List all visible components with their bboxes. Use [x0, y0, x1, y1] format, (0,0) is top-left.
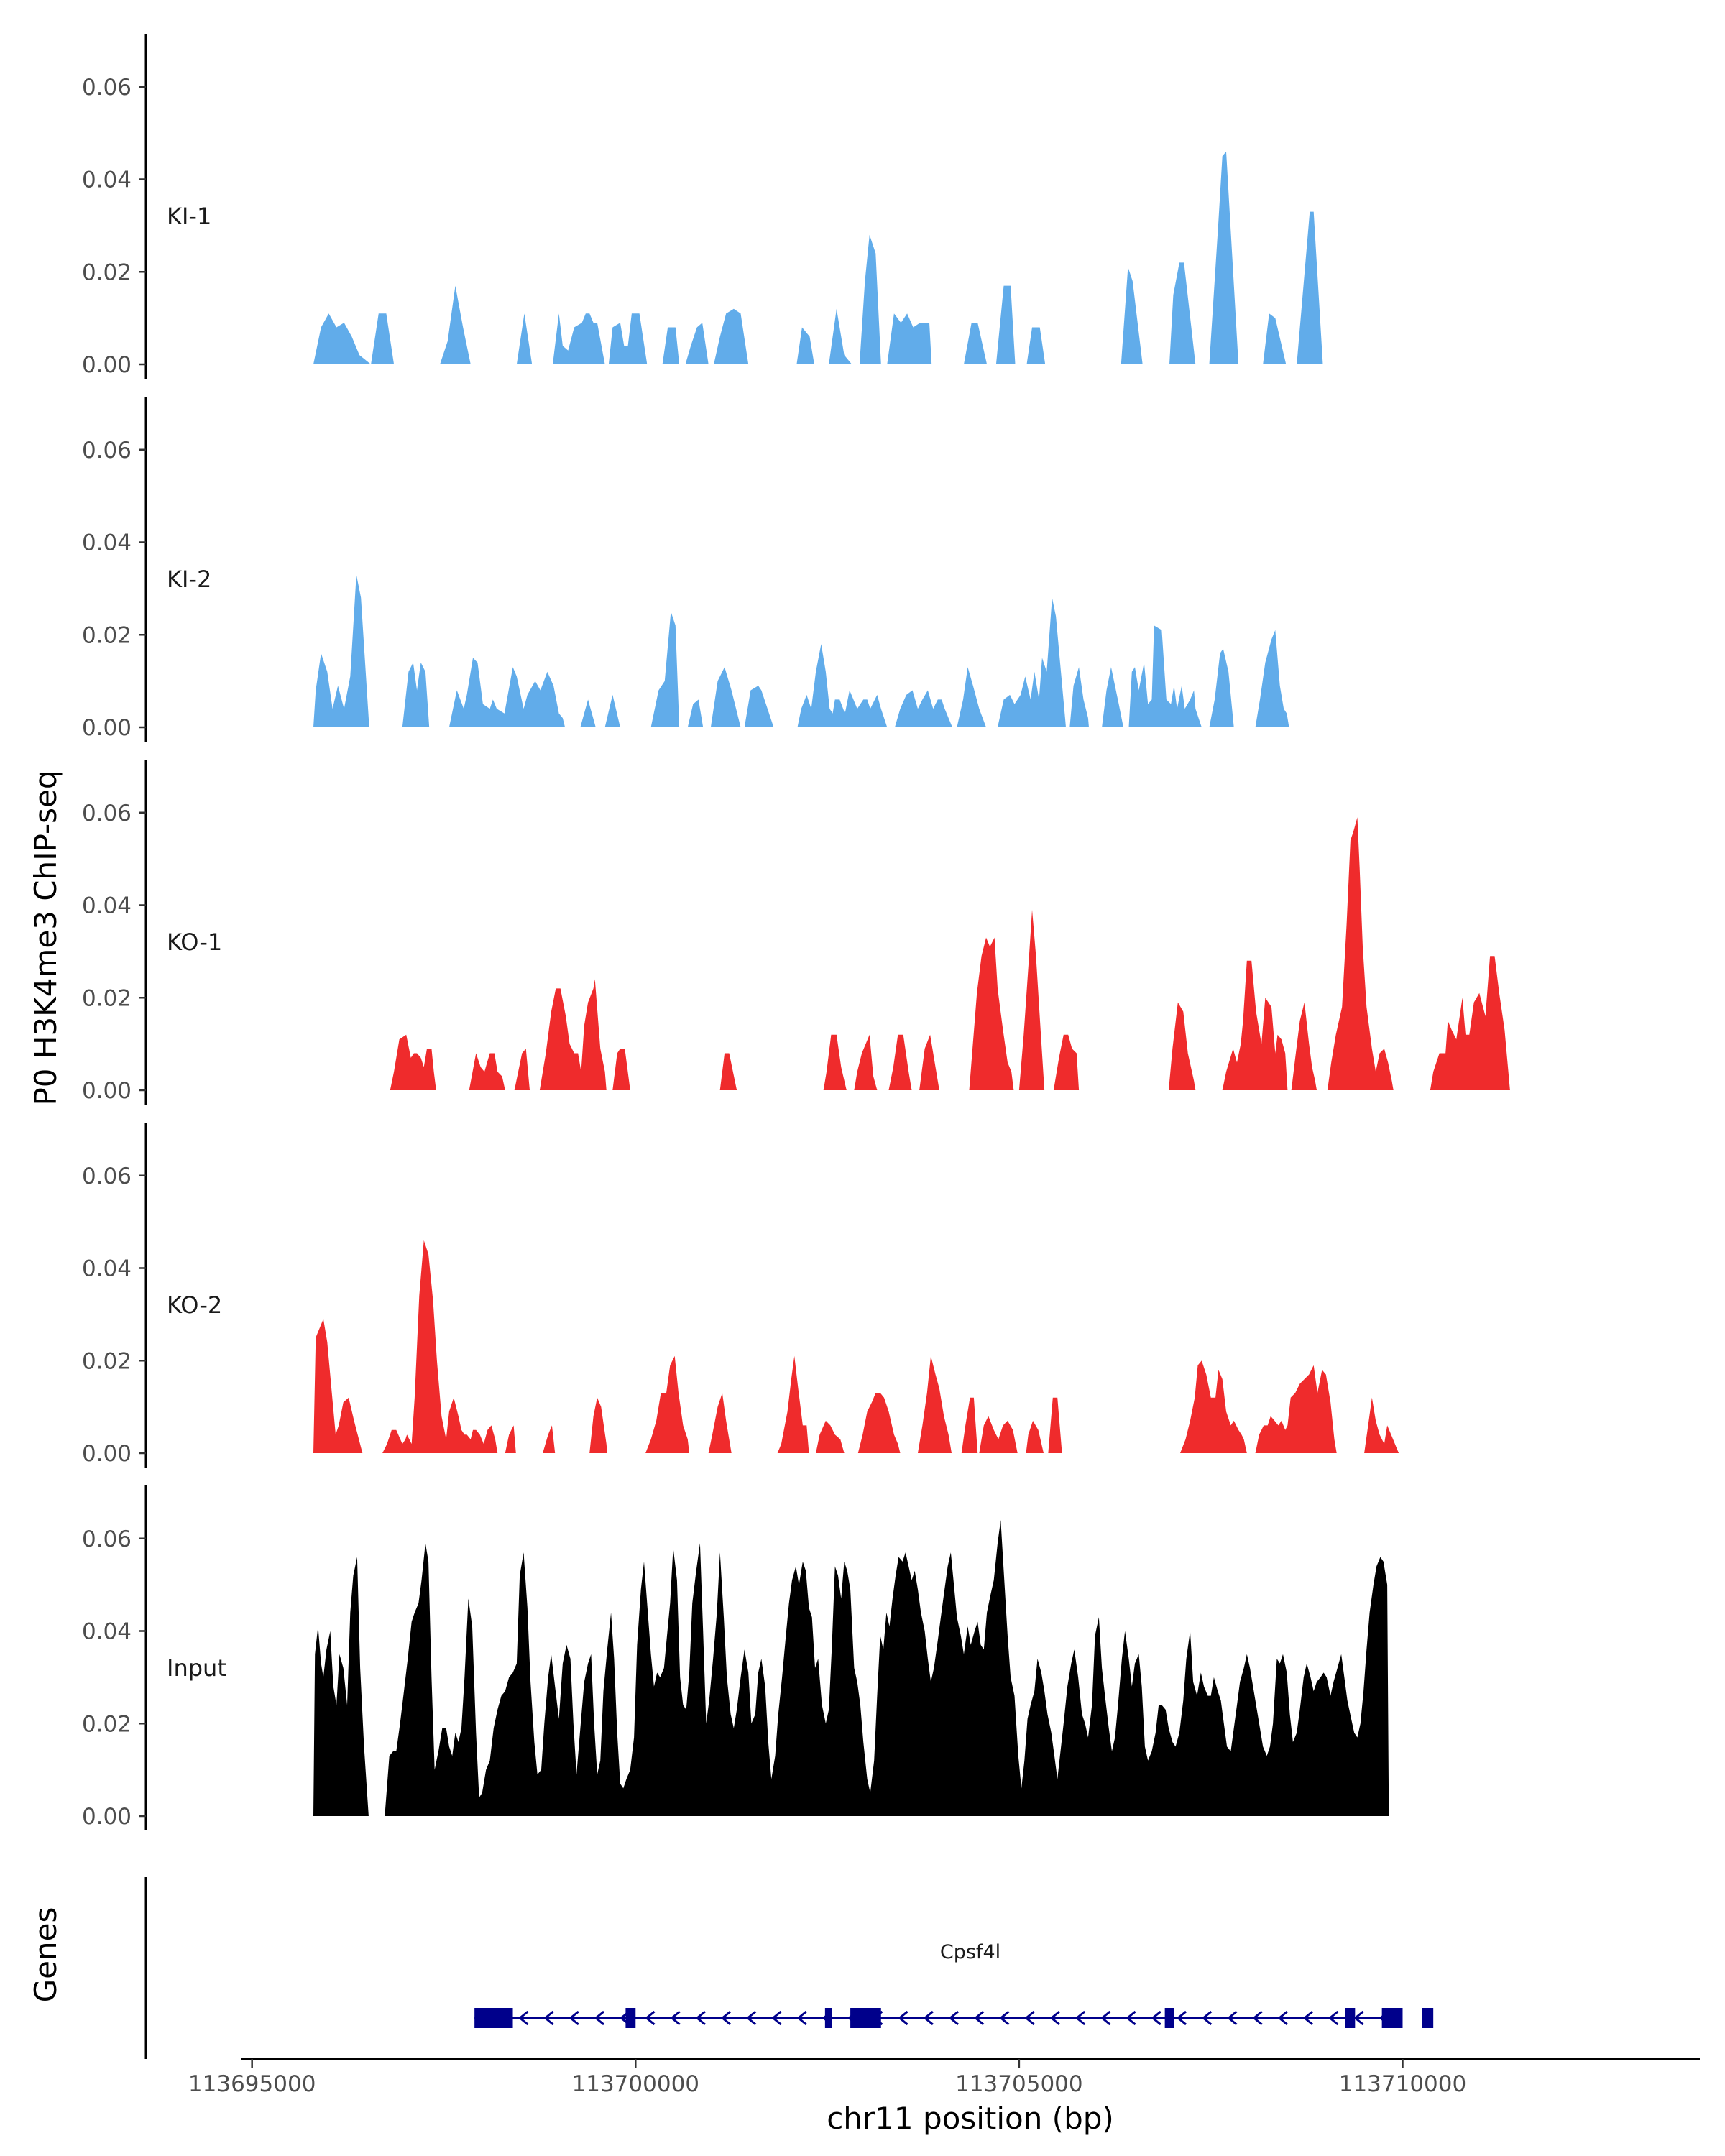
x-tick-label: 113695000 [188, 2071, 316, 2097]
y-tick-label: 0.04 [82, 1256, 132, 1282]
strand-arrow [569, 2010, 579, 2026]
y-tick-label: 0.00 [82, 352, 132, 378]
y-axis-title: P0 H3K4me3 ChIP-seq [28, 770, 63, 1105]
gene-track-title: Genes [28, 1907, 63, 2003]
coverage-area [313, 151, 1323, 364]
y-tick-label: 0.06 [82, 438, 132, 464]
y-tick-label: 0.02 [82, 622, 132, 648]
strand-arrow [1126, 2010, 1136, 2026]
track-label: KI-2 [167, 566, 211, 593]
y-tick-label: 0.06 [82, 1164, 132, 1189]
strand-arrow [1024, 2010, 1035, 2026]
strand-arrow [670, 2010, 681, 2026]
strand-arrow [1049, 2010, 1060, 2026]
coverage-area [390, 817, 1510, 1090]
track-panel-ki-1: 0.00 0.02 0.04 0.06 KI-1 [82, 34, 1323, 379]
gene-exon [850, 2008, 881, 2028]
y-tick-label: 0.06 [82, 801, 132, 826]
coverage-area [313, 1240, 1399, 1453]
gene-exon [1381, 2008, 1403, 2028]
gene-exon [1422, 2008, 1434, 2028]
y-tick-label: 0.04 [82, 893, 132, 919]
y-tick-label: 0.00 [82, 715, 132, 741]
strand-arrow [948, 2010, 960, 2026]
gene-exon [1345, 2008, 1356, 2028]
gene-exon [1164, 2008, 1174, 2028]
track-panel-input: 0.00 0.02 0.04 0.06 Input [82, 1485, 1389, 1830]
strand-arrow [1353, 2010, 1364, 2026]
strand-arrow [518, 2010, 529, 2026]
track-panels: 0.00 0.02 0.04 0.06 KI-1 0.00 0.02 0.04 0.06 KI-2… [82, 34, 1510, 1830]
strand-arrow [923, 2010, 934, 2026]
strand-arrow [898, 2010, 908, 2026]
coverage-area [313, 574, 1289, 727]
track-label: KI-1 [167, 203, 211, 230]
y-tick-label: 0.02 [82, 1711, 132, 1737]
strand-arrow [796, 2010, 807, 2026]
y-tick-label: 0.00 [82, 1078, 132, 1104]
y-tick-label: 0.02 [82, 1348, 132, 1374]
gene-exon [474, 2008, 513, 2028]
strand-arrow [1252, 2010, 1263, 2026]
strand-arrow [1302, 2010, 1314, 2026]
track-panel-ki-2: 0.00 0.02 0.04 0.06 KI-2 [82, 397, 1289, 742]
strand-arrow [594, 2010, 604, 2026]
gene-track: Cpsf4l [144, 1877, 1434, 2059]
gene-exon [625, 2008, 636, 2028]
y-tick-label: 0.06 [82, 75, 132, 101]
coverage-area [313, 1520, 1389, 1816]
strand-arrow [1176, 2010, 1187, 2026]
strand-arrow [1277, 2010, 1288, 2026]
strand-arrow [543, 2010, 554, 2026]
x-tick-label: 113705000 [955, 2071, 1083, 2097]
strand-arrow [1328, 2010, 1339, 2026]
y-tick-label: 0.06 [82, 1526, 132, 1552]
track-panel-ko-2: 0.00 0.02 0.04 0.06 KO-2 [82, 1123, 1399, 1468]
y-tick-label: 0.02 [82, 259, 132, 285]
y-tick-label: 0.04 [82, 1619, 132, 1645]
track-panel-ko-1: 0.00 0.02 0.04 0.06 KO-1 [82, 760, 1510, 1105]
x-axis: 113695000 113700000 113705000 113710000 [188, 2058, 1700, 2097]
gene-exon [824, 2008, 832, 2028]
x-tick-label: 113700000 [572, 2071, 700, 2097]
strand-arrow [745, 2010, 757, 2026]
track-label: Input [167, 1654, 226, 1682]
strand-arrow [771, 2010, 782, 2026]
y-tick-label: 0.04 [82, 530, 132, 556]
strand-arrow [695, 2010, 706, 2026]
strand-arrow [645, 2010, 656, 2026]
strand-arrow [1100, 2010, 1111, 2026]
track-label: KO-2 [167, 1291, 222, 1319]
y-tick-label: 0.04 [82, 167, 132, 193]
strand-arrow [973, 2010, 985, 2026]
strand-arrow [1227, 2010, 1238, 2026]
strand-arrow [720, 2010, 732, 2026]
y-tick-label: 0.00 [82, 1804, 132, 1830]
x-axis-title: chr11 position (bp) [827, 2101, 1114, 2136]
y-tick-label: 0.00 [82, 1441, 132, 1467]
strand-arrow [1201, 2010, 1213, 2026]
y-tick-label: 0.02 [82, 985, 132, 1011]
track-label: KO-1 [167, 929, 222, 956]
gene-name-label: Cpsf4l [940, 1941, 1000, 1963]
strand-arrow [999, 2010, 1010, 2026]
strand-arrow [1151, 2010, 1162, 2026]
strand-arrow [1075, 2010, 1086, 2026]
x-tick-label: 113710000 [1339, 2071, 1467, 2097]
